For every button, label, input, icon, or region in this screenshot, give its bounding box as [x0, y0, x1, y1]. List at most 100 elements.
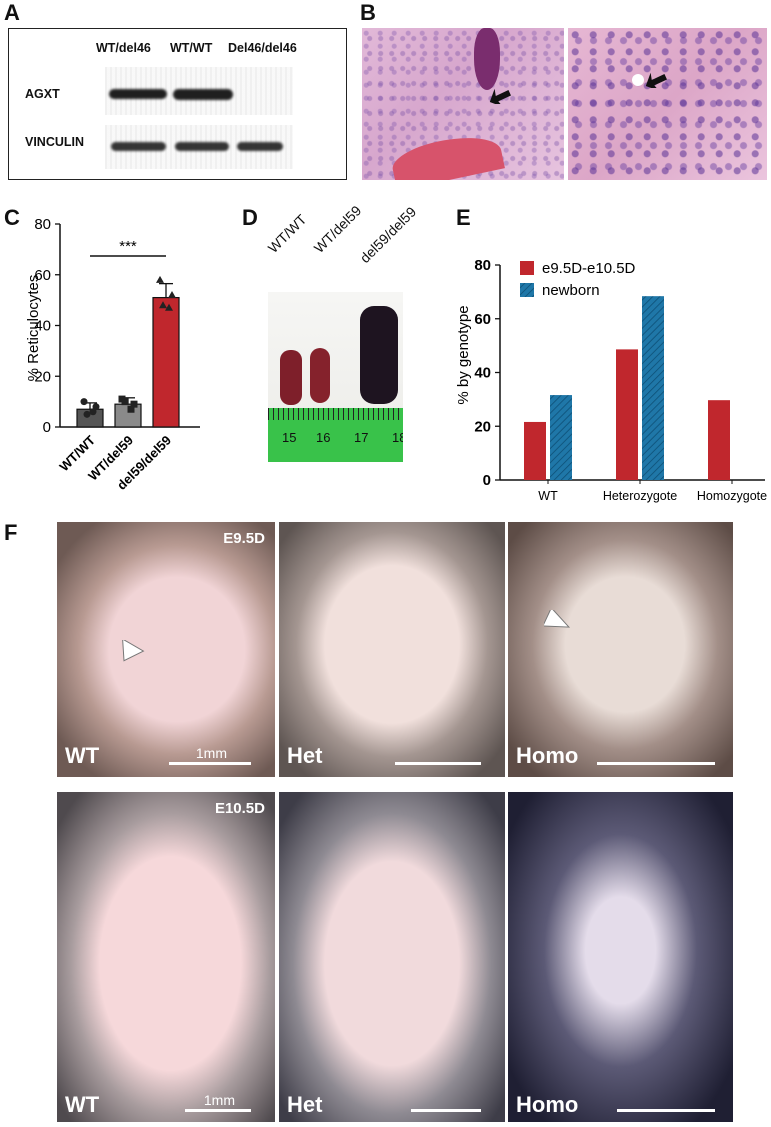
- scale-bar: [411, 1109, 481, 1112]
- bar: [642, 296, 664, 480]
- bar: [550, 395, 572, 480]
- data-point: [80, 398, 88, 406]
- embryo-image-het-e9-5: Het: [279, 522, 505, 777]
- arrow-icon: [645, 72, 667, 88]
- y-tick-label: 80: [34, 216, 51, 233]
- x-tick-label: Heterozygote: [603, 489, 677, 503]
- data-point: [165, 303, 173, 311]
- spleen-wt-wt: [280, 350, 302, 405]
- data-point: [159, 301, 167, 309]
- spleen-del59-del59: [360, 306, 398, 404]
- y-tick-label: 0: [43, 419, 51, 436]
- ruler-ticks: [268, 408, 403, 420]
- bar: [708, 400, 730, 480]
- band-agxt-lane2: [173, 89, 233, 100]
- data-point: [89, 408, 97, 416]
- scale-bar: [597, 762, 715, 765]
- panel-label-f: F: [4, 520, 18, 545]
- stage-label: E10.5D: [214, 800, 265, 817]
- panel-label-e: E: [456, 205, 471, 230]
- genotype-label: WT: [65, 1092, 100, 1117]
- embryo-image-wt-e9-5: WT 1mm E9.5D: [57, 522, 275, 777]
- blot-row-label: VINCULIN: [25, 135, 85, 149]
- genotype-label: Het: [287, 1092, 323, 1117]
- panel-label-c: C: [4, 205, 20, 230]
- legend-swatch: [520, 261, 534, 275]
- y-axis-label: % Reticulocytes: [25, 275, 42, 382]
- histology-vacuole: [632, 74, 644, 86]
- stage-label: E9.5D: [223, 530, 265, 547]
- data-point: [127, 405, 135, 413]
- legend-label: e9.5D-e10.5D: [542, 260, 636, 277]
- y-tick-label: 0: [483, 472, 491, 489]
- genotype-distribution-chart: % by genotype 0 20 40 60 80 WT Heterozygote Hom…: [455, 257, 767, 503]
- y-tick-label: 20: [34, 368, 51, 385]
- western-blot-panel: WT/del46 WT/WT Del46/del46 AGXT VINCULIN: [8, 28, 347, 180]
- data-point: [83, 410, 91, 418]
- reticulocyte-chart: % Reticulocytes 020406080WT/WTWT/del59de…: [25, 216, 200, 493]
- panel-label-a: A: [4, 0, 20, 25]
- arrowhead-icon: [544, 610, 571, 628]
- spleen-genotype-labels: WT/WT WT/del59 del59/del59: [232, 202, 462, 295]
- blot-row-label: AGXT: [25, 87, 60, 101]
- ruler: 15 16 17 18: [268, 408, 403, 462]
- band-agxt-lane1: [109, 89, 167, 99]
- data-point: [121, 398, 129, 406]
- y-tick-label: 60: [474, 311, 491, 328]
- y-tick-label: 40: [474, 365, 491, 382]
- bar: [616, 349, 638, 480]
- band-vinculin-lane1: [111, 142, 166, 151]
- embryo-image-het-e10-5: Het: [279, 792, 505, 1122]
- band-vinculin-lane2: [175, 142, 229, 151]
- histology-image-left: [362, 28, 564, 180]
- ruler-label: 15: [282, 430, 297, 445]
- scale-bar: [395, 762, 481, 765]
- scale-label: 1mm: [203, 1092, 235, 1108]
- y-tick-label: 80: [474, 257, 491, 274]
- scale-bar: [617, 1109, 715, 1112]
- data-point: [92, 403, 100, 411]
- ruler-label: 17: [354, 430, 369, 445]
- genotype-label: WT: [65, 743, 100, 768]
- scale-bar: [185, 1109, 251, 1112]
- panel-label-b: B: [360, 0, 376, 25]
- legend-label: newborn: [542, 282, 600, 299]
- blot-lane-label: Del46/del46: [228, 41, 297, 55]
- scale-bar: [169, 762, 251, 765]
- embryo-image-homo-e10-5: Homo: [508, 792, 733, 1122]
- embryo-image-wt-e10-5: WT 1mm E10.5D: [57, 792, 275, 1122]
- ruler-label: 18: [392, 430, 403, 445]
- bar: [152, 296, 180, 428]
- ruler-label: 16: [316, 430, 331, 445]
- legend-swatch: [520, 283, 534, 297]
- embryo-image-grid: WT 1mm E9.5D Het Homo WT 1mm E10.5D Het Homo: [57, 522, 768, 1122]
- x-tick-label: Homozygote: [697, 489, 767, 503]
- band-vinculin-lane3: [237, 142, 283, 151]
- bar: [524, 421, 546, 480]
- histology-feature: [474, 28, 500, 90]
- spleen-wt-del59: [310, 348, 330, 403]
- histology-vessel: [389, 129, 505, 180]
- blot-lane-label: WT/WT: [170, 41, 213, 55]
- blot-lane-label: WT/del46: [96, 41, 151, 55]
- y-axis-label: % by genotype: [455, 305, 472, 404]
- spleen-genotype-label: WT/WT: [264, 211, 310, 256]
- histology-image-right: [568, 28, 767, 180]
- arrowhead-icon: [122, 640, 145, 662]
- genotype-label: Homo: [516, 743, 579, 768]
- data-point: [130, 400, 138, 408]
- data-point: [168, 291, 176, 299]
- spleen-photo: 15 16 17 18: [268, 292, 403, 462]
- genotype-label: Homo: [516, 1092, 579, 1117]
- x-tick-label: WT: [538, 489, 558, 503]
- y-tick-label: 40: [34, 318, 51, 335]
- panel-label-d: D: [242, 205, 258, 230]
- data-point: [156, 275, 164, 283]
- genotype-label: Het: [287, 743, 323, 768]
- y-tick-label: 20: [474, 418, 491, 435]
- significance-label: ***: [119, 238, 137, 255]
- spleen-genotype-label: WT/del59: [310, 202, 365, 256]
- y-tick-label: 60: [34, 267, 51, 284]
- scale-label: 1mm: [195, 745, 227, 761]
- embryo-image-homo-e9-5: Homo: [508, 522, 733, 777]
